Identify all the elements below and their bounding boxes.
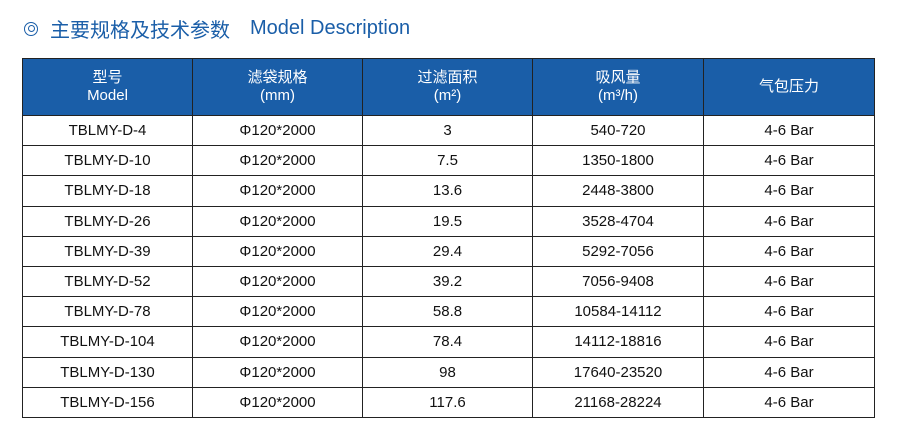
table-row: TBLMY-D-10 Φ120*2000 7.5 1350-1800 4-6 Bar [22, 145, 875, 177]
title-chinese: 主要规格及技术参数 [50, 20, 230, 42]
cell-filter-area: 13.6 [362, 175, 533, 207]
cell-model: TBLMY-D-18 [22, 175, 193, 207]
cell-pressure: 4-6 Bar [703, 114, 875, 147]
cell-filter-area: 3 [362, 114, 533, 147]
cell-filter-bag: Φ120*2000 [192, 145, 363, 177]
cell-pressure: 4-6 Bar [703, 356, 875, 388]
cell-pressure: 4-6 Bar [703, 296, 875, 328]
cell-filter-area: 39.2 [362, 265, 533, 298]
cell-filter-area: 7.5 [362, 145, 533, 177]
table-row: TBLMY-D-52 Φ120*2000 39.2 7056-9408 4-6 Bar [22, 265, 875, 298]
cell-air-volume: 21168-28224 [532, 386, 704, 418]
header-model: 型号 Model [22, 58, 193, 116]
table-row: TBLMY-D-39 Φ120*2000 29.4 5292-7056 4-6 Bar [22, 235, 875, 267]
cell-air-volume: 10584-14112 [532, 296, 704, 328]
header-pressure: 气包压力 [703, 58, 875, 116]
cell-air-volume: 17640-23520 [532, 356, 704, 388]
cell-pressure: 4-6 Bar [703, 145, 875, 177]
cell-filter-bag: Φ120*2000 [192, 326, 363, 358]
cell-filter-area: 29.4 [362, 235, 533, 267]
cell-filter-bag: Φ120*2000 [192, 114, 363, 147]
cell-model: TBLMY-D-104 [22, 326, 193, 358]
table-body: TBLMY-D-4 Φ120*2000 3 540-720 4-6 Bar TBLMY-D… [22, 114, 875, 418]
cell-pressure: 4-6 Bar [703, 326, 875, 358]
table-row: TBLMY-D-104 Φ120*2000 78.4 14112-18816 4-6 B… [22, 326, 875, 358]
cell-filter-bag: Φ120*2000 [192, 386, 363, 418]
header-air-volume: 吸风量 (m³/h) [532, 58, 704, 116]
table-row: TBLMY-D-4 Φ120*2000 3 540-720 4-6 Bar [22, 114, 875, 147]
cell-air-volume: 1350-1800 [532, 145, 704, 177]
cell-air-volume: 14112-18816 [532, 326, 704, 358]
cell-pressure: 4-6 Bar [703, 265, 875, 298]
cell-filter-area: 117.6 [362, 386, 533, 418]
cell-model: TBLMY-D-78 [22, 296, 193, 328]
cell-air-volume: 2448-3800 [532, 175, 704, 207]
cell-filter-bag: Φ120*2000 [192, 175, 363, 207]
cell-pressure: 4-6 Bar [703, 175, 875, 207]
cell-air-volume: 540-720 [532, 114, 704, 147]
cell-air-volume: 3528-4704 [532, 205, 704, 237]
cell-model: TBLMY-D-156 [22, 386, 193, 418]
cell-filter-bag: Φ120*2000 [192, 235, 363, 267]
header-filter-area: 过滤面积 (m²) [362, 58, 533, 116]
table-row: TBLMY-D-18 Φ120*2000 13.6 2448-3800 4-6 Bar [22, 175, 875, 207]
cell-model: TBLMY-D-52 [22, 265, 193, 298]
cell-filter-area: 98 [362, 356, 533, 388]
cell-filter-bag: Φ120*2000 [192, 356, 363, 388]
cell-filter-bag: Φ120*2000 [192, 265, 363, 298]
cell-pressure: 4-6 Bar [703, 235, 875, 267]
table-row: TBLMY-D-78 Φ120*2000 58.8 10584-14112 4-6 Ba… [22, 296, 875, 328]
cell-filter-area: 78.4 [362, 326, 533, 358]
cell-pressure: 4-6 Bar [703, 205, 875, 237]
cell-filter-area: 58.8 [362, 296, 533, 328]
cell-model: TBLMY-D-10 [22, 145, 193, 177]
circle-bullet-icon [24, 21, 38, 36]
cell-model: TBLMY-D-39 [22, 235, 193, 267]
cell-model: TBLMY-D-26 [22, 205, 193, 237]
cell-air-volume: 7056-9408 [532, 265, 704, 298]
cell-pressure: 4-6 Bar [703, 386, 875, 418]
cell-filter-bag: Φ120*2000 [192, 296, 363, 328]
cell-air-volume: 5292-7056 [532, 235, 704, 267]
section-title: 主要规格及技术参数 Model Description [24, 14, 410, 43]
header-filter-bag: 滤袋规格 (mm) [192, 58, 363, 116]
cell-filter-bag: Φ120*2000 [192, 205, 363, 237]
cell-model: TBLMY-D-4 [22, 114, 193, 147]
table-row: TBLMY-D-156 Φ120*2000 117.6 21168-28224 4-6 … [22, 386, 875, 418]
table-header-row: 型号 Model 滤袋规格 (mm) 过滤面积 (m²) 吸风量 (m³/h) 气包压力 [22, 58, 875, 116]
cell-filter-area: 19.5 [362, 205, 533, 237]
table-row: TBLMY-D-26 Φ120*2000 19.5 3528-4704 4-6 Bar [22, 205, 875, 237]
title-english: Model Description [250, 17, 411, 39]
spec-table: 型号 Model 滤袋规格 (mm) 过滤面积 (m²) 吸风量 (m³/h) 气包压力… [22, 58, 875, 418]
table-row: TBLMY-D-130 Φ120*2000 98 17640-23520 4-6 Bar [22, 356, 875, 388]
cell-model: TBLMY-D-130 [22, 356, 193, 388]
